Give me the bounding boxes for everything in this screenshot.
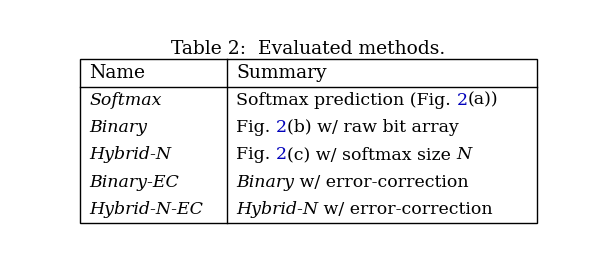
- Text: 2: 2: [456, 92, 468, 109]
- Text: Name: Name: [89, 64, 145, 82]
- Text: Binary: Binary: [236, 174, 294, 190]
- Text: Table 2:  Evaluated methods.: Table 2: Evaluated methods.: [172, 40, 445, 58]
- Text: Softmax prediction (Fig.: Softmax prediction (Fig.: [236, 92, 456, 109]
- Text: w/ error-correction: w/ error-correction: [294, 174, 469, 190]
- Text: Binary: Binary: [89, 119, 147, 136]
- Text: 2: 2: [276, 119, 287, 136]
- Text: Hybrid-N-EC: Hybrid-N-EC: [89, 201, 203, 218]
- Text: Fig.: Fig.: [236, 119, 276, 136]
- Text: Binary-EC: Binary-EC: [89, 174, 179, 190]
- Text: w/ error-correction: w/ error-correction: [318, 201, 493, 218]
- Text: N: N: [456, 146, 472, 163]
- Text: Softmax: Softmax: [89, 92, 161, 109]
- Bar: [80, 59, 537, 223]
- Text: (a)): (a)): [468, 92, 498, 109]
- Text: Hybrid-N: Hybrid-N: [236, 201, 318, 218]
- Text: 2: 2: [276, 146, 287, 163]
- Text: (b) w/ raw bit array: (b) w/ raw bit array: [287, 119, 459, 136]
- Text: Summary: Summary: [236, 64, 327, 82]
- Text: Fig.: Fig.: [236, 146, 276, 163]
- Text: Hybrid-N: Hybrid-N: [89, 146, 172, 163]
- Text: (c) w/ softmax size: (c) w/ softmax size: [287, 146, 456, 163]
